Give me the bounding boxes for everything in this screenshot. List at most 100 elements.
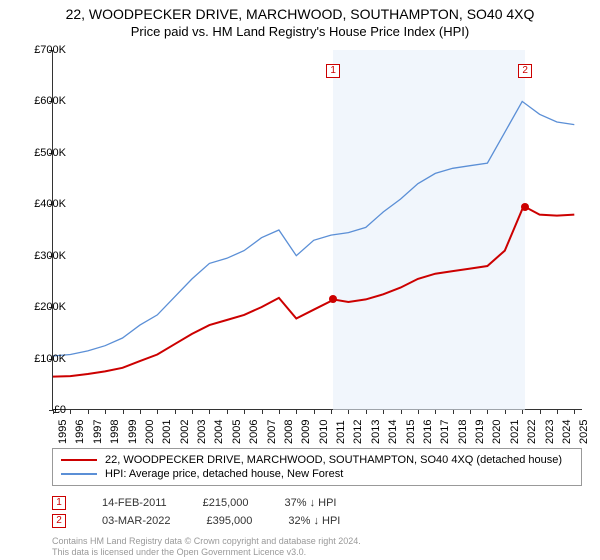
xtick-line <box>366 410 367 414</box>
ytick-label: £700K <box>34 44 66 56</box>
xtick-line <box>227 410 228 414</box>
sale-vs-hpi: 37% ↓ HPI <box>285 497 337 509</box>
sale-price: £395,000 <box>206 515 252 527</box>
sale-date: 14-FEB-2011 <box>102 497 167 509</box>
sale-marker-icon: 2 <box>52 514 66 528</box>
xtick-line <box>175 410 176 414</box>
xtick-label: 2005 <box>231 420 243 444</box>
xtick-label: 2002 <box>179 420 191 444</box>
sales-table: 1 14-FEB-2011 £215,000 37% ↓ HPI 2 03-MA… <box>52 494 340 530</box>
xtick-label: 2020 <box>491 420 503 444</box>
chart-marker-box: 2 <box>518 64 532 78</box>
xtick-label: 1999 <box>127 420 139 444</box>
xtick-label: 2018 <box>457 420 469 444</box>
legend-row: 22, WOODPECKER DRIVE, MARCHWOOD, SOUTHAM… <box>61 453 573 467</box>
xtick-label: 2023 <box>544 420 556 444</box>
xtick-line <box>383 410 384 414</box>
chart-marker-box: 1 <box>326 64 340 78</box>
xtick-label: 1996 <box>74 420 86 444</box>
xtick-line <box>348 410 349 414</box>
xtick-label: 2006 <box>248 420 260 444</box>
xtick-line <box>279 410 280 414</box>
xtick-line <box>192 410 193 414</box>
xtick-line <box>88 410 89 414</box>
title-block: 22, WOODPECKER DRIVE, MARCHWOOD, SOUTHAM… <box>0 0 600 39</box>
xtick-line <box>557 410 558 414</box>
sale-vs-hpi: 32% ↓ HPI <box>288 515 340 527</box>
sale-marker-icon: 1 <box>52 496 66 510</box>
xtick-label: 2015 <box>405 420 417 444</box>
xtick-line <box>505 410 506 414</box>
ytick-label: £100K <box>34 353 66 365</box>
xtick-line <box>123 410 124 414</box>
xtick-label: 2014 <box>387 420 399 444</box>
xtick-line <box>470 410 471 414</box>
xtick-line <box>574 410 575 414</box>
xtick-line <box>401 410 402 414</box>
legend-box: 22, WOODPECKER DRIVE, MARCHWOOD, SOUTHAM… <box>52 448 582 486</box>
xtick-label: 2013 <box>370 420 382 444</box>
xtick-label: 2024 <box>561 420 573 444</box>
xtick-line <box>540 410 541 414</box>
xtick-label: 2000 <box>144 420 156 444</box>
xtick-line <box>522 410 523 414</box>
xtick-line <box>244 410 245 414</box>
sale-price: £215,000 <box>203 497 249 509</box>
xtick-line <box>140 410 141 414</box>
xtick-line <box>453 410 454 414</box>
chart-area: 1995199619971998199920002001200220032004… <box>52 50 582 410</box>
xtick-label: 2003 <box>196 420 208 444</box>
xtick-line <box>487 410 488 414</box>
ytick-label: £0 <box>54 404 66 416</box>
ytick-label: £200K <box>34 301 66 313</box>
sale-date: 03-MAR-2022 <box>102 515 170 527</box>
xtick-label: 2011 <box>335 420 347 444</box>
xtick-label: 2016 <box>422 420 434 444</box>
xtick-label: 1995 <box>57 420 69 444</box>
legend-label: HPI: Average price, detached house, New … <box>105 468 343 480</box>
series-line-hpi <box>53 101 574 356</box>
ytick-label: £300K <box>34 250 66 262</box>
title-sub: Price paid vs. HM Land Registry's House … <box>0 24 600 39</box>
legend-label: 22, WOODPECKER DRIVE, MARCHWOOD, SOUTHAM… <box>105 454 562 466</box>
sales-row: 2 03-MAR-2022 £395,000 32% ↓ HPI <box>52 512 340 530</box>
xtick-line <box>70 410 71 414</box>
title-main: 22, WOODPECKER DRIVE, MARCHWOOD, SOUTHAM… <box>0 6 600 22</box>
xtick-line <box>105 410 106 414</box>
xtick-line <box>296 410 297 414</box>
xtick-line <box>314 410 315 414</box>
legend-swatch <box>61 473 97 475</box>
xtick-label: 2017 <box>439 420 451 444</box>
xtick-label: 2008 <box>283 420 295 444</box>
xtick-line <box>418 410 419 414</box>
xtick-label: 1997 <box>92 420 104 444</box>
xtick-line <box>331 410 332 414</box>
legend-swatch <box>61 459 97 461</box>
xtick-line <box>157 410 158 414</box>
chart-lines-svg <box>53 50 583 410</box>
xtick-label: 2022 <box>526 420 538 444</box>
series-line-property <box>53 207 574 377</box>
footer-attribution: Contains HM Land Registry data © Crown c… <box>52 536 361 558</box>
xtick-line <box>209 410 210 414</box>
xtick-line <box>435 410 436 414</box>
xtick-label: 1998 <box>109 420 121 444</box>
xtick-label: 2012 <box>352 420 364 444</box>
xtick-label: 2004 <box>213 420 225 444</box>
xtick-label: 2010 <box>318 420 330 444</box>
xtick-label: 2025 <box>578 420 590 444</box>
xtick-label: 2007 <box>266 420 278 444</box>
ytick-label: £500K <box>34 147 66 159</box>
page-root: 22, WOODPECKER DRIVE, MARCHWOOD, SOUTHAM… <box>0 0 600 560</box>
xtick-label: 2001 <box>161 420 173 444</box>
xtick-label: 2009 <box>300 420 312 444</box>
legend-row: HPI: Average price, detached house, New … <box>61 467 573 481</box>
chart-marker-dot <box>521 203 529 211</box>
ytick-label: £600K <box>34 95 66 107</box>
xtick-label: 2021 <box>509 420 521 444</box>
xtick-line <box>262 410 263 414</box>
sales-row: 1 14-FEB-2011 £215,000 37% ↓ HPI <box>52 494 340 512</box>
footer-line: Contains HM Land Registry data © Crown c… <box>52 536 361 547</box>
footer-line: This data is licensed under the Open Gov… <box>52 547 361 558</box>
xtick-label: 2019 <box>474 420 486 444</box>
